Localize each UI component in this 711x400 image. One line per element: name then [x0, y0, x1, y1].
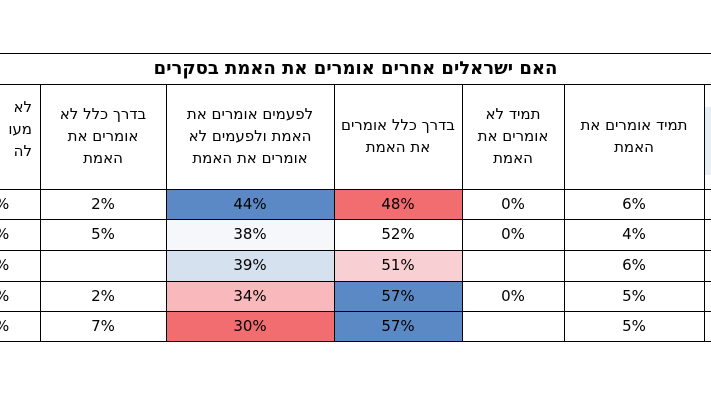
table-title: האם ישראלים אחרים אומרים את האמת בסקרים [153, 58, 558, 79]
column-header-sometimes: לפעמים אומרים את האמת ולפעמים לא אומרים … [186, 105, 314, 167]
table-cell-always-not: 0% [501, 195, 525, 213]
table-cell-usually-truth: 57% [381, 317, 415, 335]
table-cell-usually-not: 7% [91, 317, 115, 335]
column-header-always-truth: תמיד אומרים את האמת [580, 116, 688, 156]
grid-line-horizontal [0, 250, 711, 251]
column-header-usually-truth: בדרך כלל אומרים את האמת [341, 116, 455, 156]
table-cell-usually-truth: 48% [381, 195, 415, 213]
table-cell-always-not [462, 311, 564, 341]
grid-line-horizontal [0, 219, 711, 220]
table-cell-partial: % [0, 311, 35, 341]
grid-line-horizontal [0, 53, 711, 54]
column-header-usually-not: בדרך כלל לא אומרים את האמת [59, 105, 147, 167]
table-cell-partial: % [0, 189, 35, 219]
table-cell-always-truth: 4% [622, 225, 646, 243]
grid-line-horizontal [0, 189, 711, 190]
heat-cell-bg [335, 312, 462, 341]
column-header-fragment: לא [13, 98, 32, 116]
grid-line-vertical [40, 84, 41, 341]
table-cell-always-truth: 5% [622, 287, 646, 305]
table-cell-usually-not: 2% [91, 195, 115, 213]
table-cell-always-truth: 6% [622, 256, 646, 274]
table-cell-sometimes: 39% [233, 256, 267, 274]
cutoff-column-fill [704, 107, 711, 175]
table-cell-usually-not [40, 250, 166, 281]
heat-cell-bg [167, 220, 334, 250]
column-header-fragment: מעו [8, 120, 32, 138]
heat-cell-bg [335, 190, 462, 219]
table-cell-always-not: 0% [501, 287, 525, 305]
table-cell-partial: % [0, 281, 35, 311]
table-cell-usually-truth: 57% [381, 287, 415, 305]
grid-line-vertical [704, 84, 705, 341]
heat-cell-bg [167, 251, 334, 281]
table-cell-sometimes: 30% [233, 317, 267, 335]
heat-cell-bg [335, 282, 462, 311]
grid-line-vertical [334, 84, 335, 341]
table-cell-sometimes: 38% [233, 225, 267, 243]
table-cell-usually-truth: 51% [381, 256, 415, 274]
heat-cell-bg [167, 312, 334, 341]
table-cell-partial: % [0, 250, 35, 281]
heat-cell-bg [167, 190, 334, 219]
column-header-fragment: לה [13, 142, 32, 160]
grid-line-horizontal [0, 341, 711, 342]
table-cell-always-not [462, 250, 564, 281]
grid-line-horizontal [0, 84, 711, 85]
table-cell-always-not: 0% [501, 225, 525, 243]
table-cell-sometimes: 34% [233, 287, 267, 305]
grid-line-vertical [462, 84, 463, 341]
grid-line-vertical [564, 84, 565, 341]
column-header-always-not: תמיד לא אומרים את האמת [477, 105, 549, 167]
table-cell-usually-not: 5% [91, 225, 115, 243]
table-cell-always-truth: 6% [622, 195, 646, 213]
table-cell-sometimes: 44% [233, 195, 267, 213]
grid-line-horizontal [0, 281, 711, 282]
grid-line-vertical [166, 84, 167, 341]
heat-cell-bg [335, 220, 462, 250]
table-cell-usually-not: 2% [91, 287, 115, 305]
table-cell-partial: % [0, 219, 35, 250]
table-cell-usually-truth: 52% [381, 225, 415, 243]
grid-line-horizontal [0, 311, 711, 312]
heat-cell-bg [167, 282, 334, 311]
heat-cell-bg [335, 251, 462, 281]
table-cell-always-truth: 5% [622, 317, 646, 335]
